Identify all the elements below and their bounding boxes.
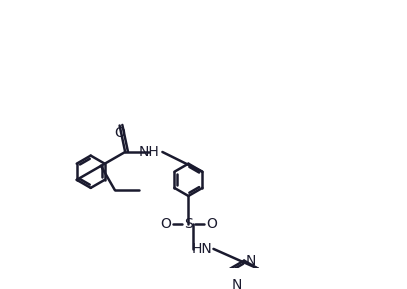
Text: O: O: [160, 217, 171, 231]
Text: O: O: [206, 217, 217, 231]
Text: O: O: [114, 126, 125, 140]
Text: S: S: [184, 217, 193, 231]
Text: HN: HN: [192, 242, 213, 256]
Text: N: N: [246, 253, 256, 268]
Text: NH: NH: [139, 145, 160, 159]
Text: N: N: [232, 278, 242, 289]
